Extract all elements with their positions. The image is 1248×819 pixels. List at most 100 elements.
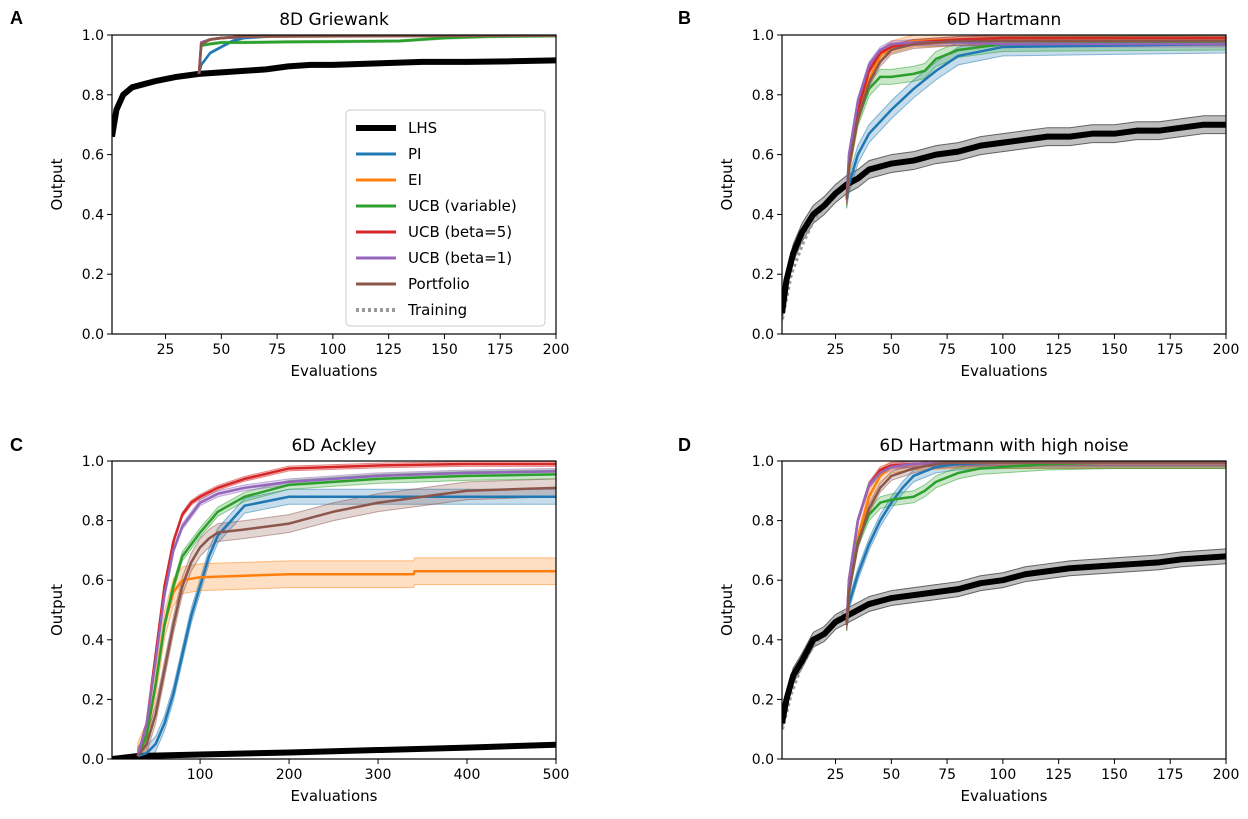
x-tick-label: 100	[990, 342, 1017, 358]
x-tick-label: 50	[882, 767, 900, 783]
x-tick-label: 50	[882, 342, 900, 358]
panel-a: A 8D Griewank 25 50 75 100 125 150 175 200 0.0 0.2 0…	[10, 8, 569, 380]
series-line-ucb-beta-5-	[845, 36, 1226, 200]
y-tick-label: 0.6	[752, 573, 774, 589]
x-tick-label: 100	[320, 342, 347, 358]
x-tick-label: 300	[365, 767, 392, 783]
y-tick-label: 0.2	[752, 267, 774, 283]
band-pi	[137, 488, 556, 759]
series-line-ucb-variable-	[197, 35, 556, 74]
legend-box	[345, 109, 546, 327]
x-axis-label: Evaluations	[961, 362, 1048, 380]
legend: LHS PI EI UCB (variable) UCB (beta=5) UCB (be…	[345, 109, 546, 327]
x-tick-label: 100	[990, 767, 1017, 783]
series-group	[112, 461, 556, 759]
axes-frame	[781, 34, 1227, 335]
chart-title: 6D Hartmann	[947, 10, 1062, 30]
x-tick-label: 200	[1213, 342, 1240, 358]
y-tick-label: 1.0	[82, 28, 104, 44]
series-group	[782, 35, 1226, 323]
legend-label: UCB (beta=1)	[408, 249, 512, 267]
series-line-lhs	[782, 553, 1226, 724]
x-tick-label: 125	[1045, 767, 1072, 783]
y-tick-label: 1.0	[752, 454, 774, 470]
y-tick-label: 0.0	[752, 327, 774, 343]
y-axis-label: Output	[48, 584, 66, 636]
legend-label: EI	[408, 171, 422, 189]
series-line-lhs	[782, 121, 1226, 314]
y-axis-label: Output	[718, 584, 736, 636]
x-tick-label: 125	[375, 342, 402, 358]
y-tick-label: 0.4	[752, 207, 774, 223]
x-tick-label: 75	[938, 342, 956, 358]
axes-frame	[781, 460, 1227, 760]
y-axis-label: Output	[718, 158, 736, 210]
y-tick-label: 0.4	[752, 633, 774, 649]
series-line-ei	[845, 36, 1226, 200]
series-group	[112, 35, 556, 138]
y-tick-label: 0.4	[82, 633, 104, 649]
x-tick-label: 100	[187, 767, 214, 783]
x-tick-label: 175	[1157, 342, 1184, 358]
y-tick-label: 0.6	[82, 573, 104, 589]
y-tick-label: 0.0	[82, 327, 104, 343]
y-tick-label: 0.2	[82, 267, 104, 283]
chart-title: 8D Griewank	[279, 10, 389, 30]
band-lhs	[782, 115, 1226, 323]
y-tick-label: 0.8	[82, 514, 104, 530]
axes-frame	[111, 460, 557, 760]
x-tick-label: 50	[212, 342, 230, 358]
chart-title: 6D Ackley	[291, 436, 376, 456]
series-line-ucb-beta-1-	[845, 41, 1226, 200]
series-line-pi	[137, 495, 556, 758]
x-tick-label: 150	[1101, 342, 1128, 358]
band-ucb-variable-	[846, 35, 1226, 207]
y-tick-label: 0.0	[82, 752, 104, 768]
y-tick-label: 0.2	[752, 692, 774, 708]
x-tick-label: 175	[1157, 767, 1184, 783]
y-tick-label: 0.8	[752, 514, 774, 530]
band-pi	[846, 461, 1226, 631]
y-tick-label: 1.0	[752, 28, 774, 44]
x-tick-label: 75	[938, 767, 956, 783]
series-group	[782, 461, 1226, 731]
series-line-portfolio	[845, 461, 1226, 625]
panel-letter: B	[678, 8, 691, 28]
series-line-portfolio	[845, 39, 1226, 200]
y-tick-label: 0.4	[82, 207, 104, 223]
legend-item: UCB (beta=5)	[356, 223, 512, 241]
x-tick-label: 150	[431, 342, 458, 358]
x-tick-label: 25	[827, 342, 845, 358]
y-tick-label: 0.8	[752, 88, 774, 104]
series-line-lhs	[112, 741, 556, 759]
x-tick-label: 200	[276, 767, 303, 783]
series-line-ei	[136, 570, 556, 757]
x-tick-label: 200	[1213, 767, 1240, 783]
legend-item: LHS	[356, 119, 437, 137]
x-tick-label: 25	[827, 767, 845, 783]
x-tick-label: 500	[543, 767, 570, 783]
band-ucb-beta-5-	[846, 35, 1226, 203]
panel-letter: A	[10, 8, 23, 28]
series-line-portfolio	[197, 35, 556, 74]
y-tick-label: 0.6	[752, 148, 774, 164]
panel-d: D 6D Hartmann with high noise 25 50 75 100 125…	[678, 435, 1239, 805]
band-ei	[846, 35, 1226, 206]
panel-letter: D	[678, 435, 691, 455]
y-tick-label: 1.0	[82, 454, 104, 470]
series-line-ucb-variable-	[136, 473, 556, 757]
chart-title: 6D Hartmann with high noise	[879, 436, 1128, 456]
legend-label: Training	[407, 301, 467, 319]
legend-item: Portfolio	[356, 275, 470, 293]
legend-label: Portfolio	[408, 275, 470, 293]
x-tick-label: 200	[543, 342, 570, 358]
band-portfolio	[137, 478, 556, 759]
panel-b: B 6D Hartmann 25 50 75 100 125 150 175 200 0.0 0.2 0…	[678, 8, 1239, 380]
legend-item: PI	[356, 145, 421, 163]
series-line-portfolio	[136, 486, 556, 757]
legend-label: PI	[408, 145, 421, 163]
x-tick-label: 25	[157, 342, 175, 358]
panel-c: C 6D Ackley 100 200 300 400 500 0.0 0.2 0.4 0.6 0.8…	[10, 435, 569, 805]
band-portfolio	[846, 461, 1226, 630]
